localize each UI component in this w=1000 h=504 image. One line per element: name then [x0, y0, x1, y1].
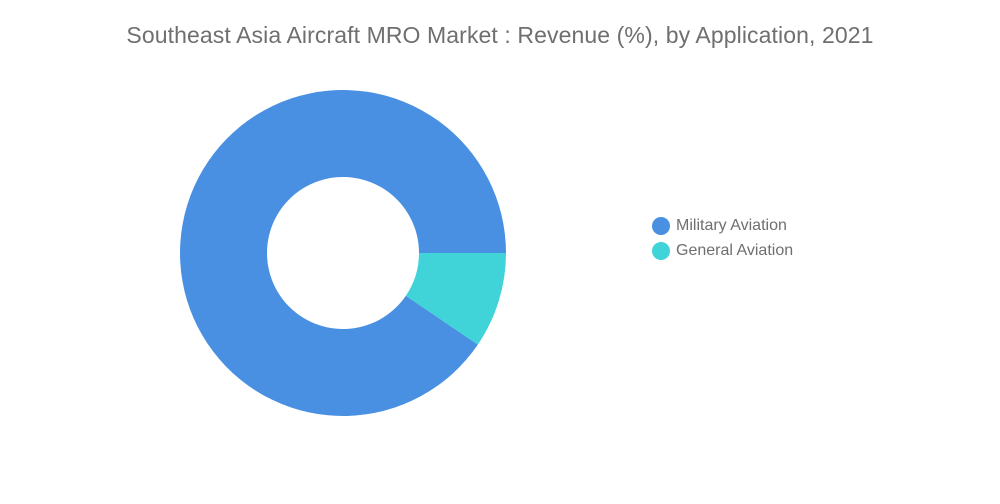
legend-item-general-aviation[interactable]: General Aviation [652, 239, 793, 263]
legend-swatch-military-aviation [652, 217, 670, 235]
legend-label: General Aviation [676, 242, 794, 259]
legend-swatch-general-aviation [652, 242, 670, 260]
legend: Military Aviation General Aviation [652, 214, 793, 264]
slice-general-aviation[interactable] [405, 253, 506, 345]
slice-military-aviation[interactable] [179, 90, 506, 417]
legend-label: Military Aviation [676, 217, 787, 234]
chart-title: Southeast Asia Aircraft MRO Market : Rev… [126, 22, 874, 48]
legend-item-military-aviation[interactable]: Military Aviation [652, 214, 793, 238]
